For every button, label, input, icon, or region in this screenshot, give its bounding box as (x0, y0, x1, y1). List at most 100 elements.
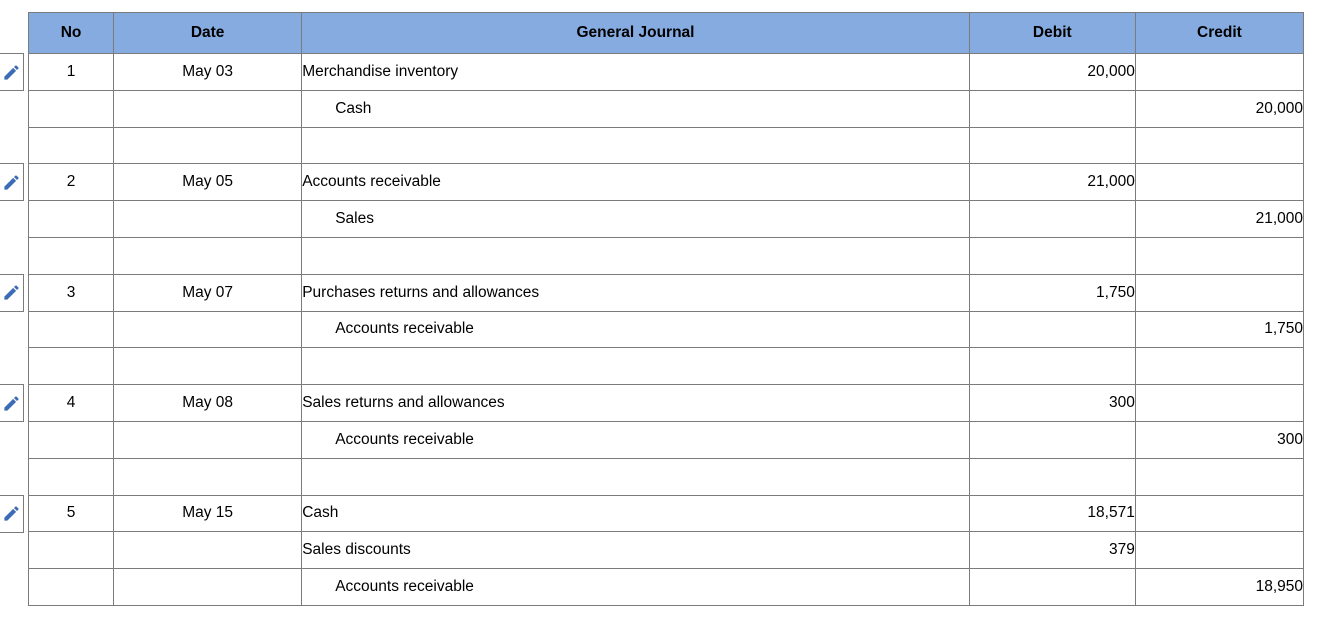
date-cell: May 07 (113, 273, 303, 312)
credit-cell: 21,000 (1134, 200, 1305, 238)
no-cell (27, 200, 115, 238)
no-cell (27, 568, 115, 606)
journal-row: 3 May 07 Purchases returns and allowance… (27, 273, 1305, 312)
debit-cell (968, 457, 1136, 496)
spacer-row (27, 347, 1305, 386)
credit-cell (1134, 457, 1305, 496)
debit-cell: 20,000 (968, 53, 1136, 91)
credit-cell: 20,000 (1134, 89, 1305, 128)
credit-cell (1134, 126, 1305, 165)
account-cell: Sales discounts (301, 531, 970, 570)
date-cell (113, 236, 303, 275)
debit-cell: 1,750 (968, 273, 1136, 312)
journal-row: Cash 20,000 (27, 89, 1305, 128)
date-cell (113, 310, 303, 349)
date-cell (113, 200, 303, 238)
no-cell: 2 (27, 163, 115, 202)
credit-cell (1134, 347, 1305, 386)
no-cell (27, 457, 115, 496)
edit-entry-3-button[interactable] (0, 273, 24, 312)
date-cell: May 03 (113, 53, 303, 91)
column-header-debit: Debit (968, 12, 1136, 54)
header-row: No Date General Journal Debit Credit (27, 12, 1305, 54)
journal-row: 1 May 03 Merchandise inventory 20,000 (27, 53, 1305, 91)
account-cell: Cash (301, 494, 970, 533)
date-cell: May 15 (113, 494, 303, 533)
no-cell (27, 310, 115, 349)
no-cell: 1 (27, 53, 115, 91)
column-header-date: Date (113, 12, 303, 54)
column-header-journal: General Journal (301, 12, 970, 54)
account-cell: Merchandise inventory (301, 53, 970, 91)
edit-entry-4-button[interactable] (0, 384, 24, 423)
column-header-credit: Credit (1134, 12, 1305, 54)
account-cell (301, 457, 970, 496)
credit-cell: 300 (1134, 420, 1305, 459)
account-cell: Accounts receivable (301, 420, 970, 459)
no-cell (27, 347, 115, 386)
account-cell: Accounts receivable (301, 568, 970, 606)
pencil-icon (4, 396, 19, 411)
pencil-icon (4, 175, 19, 190)
account-cell (301, 126, 970, 165)
no-cell (27, 531, 115, 570)
journal-row: 5 May 15 Cash 18,571 (27, 494, 1305, 533)
no-cell: 3 (27, 273, 115, 312)
journal-row: 4 May 08 Sales returns and allowances 30… (27, 384, 1305, 422)
debit-cell (968, 200, 1136, 238)
general-journal-table: No Date General Journal Debit Credit 1 M… (27, 12, 1305, 606)
date-cell (113, 457, 303, 496)
journal-row: Sales discounts 379 (27, 531, 1305, 570)
journal-row: Accounts receivable 1,750 (27, 310, 1305, 349)
pencil-icon (4, 506, 19, 521)
date-cell (113, 347, 303, 386)
credit-cell: 18,950 (1134, 568, 1305, 606)
journal-row: Accounts receivable 300 (27, 420, 1305, 459)
debit-cell (968, 347, 1136, 386)
account-cell (301, 347, 970, 386)
account-cell: Purchases returns and allowances (301, 273, 970, 312)
debit-cell (968, 89, 1136, 128)
edit-entry-1-button[interactable] (0, 53, 24, 91)
account-cell: Sales returns and allowances (301, 384, 970, 422)
date-cell: May 08 (113, 384, 303, 422)
credit-cell (1134, 531, 1305, 570)
journal-row: Sales 21,000 (27, 200, 1305, 238)
no-cell (27, 126, 115, 165)
edit-entry-5-button[interactable] (0, 494, 24, 533)
account-cell: Accounts receivable (301, 310, 970, 349)
account-cell: Cash (301, 89, 970, 128)
spacer-row (27, 126, 1305, 165)
journal-row: 2 May 05 Accounts receivable 21,000 (27, 163, 1305, 202)
column-header-no: No (27, 12, 115, 54)
journal-row: Accounts receivable 18,950 (27, 568, 1305, 606)
debit-cell (968, 568, 1136, 606)
spacer-row (27, 457, 1305, 496)
debit-cell (968, 126, 1136, 165)
debit-cell (968, 420, 1136, 459)
no-cell (27, 236, 115, 275)
date-cell (113, 420, 303, 459)
credit-cell (1134, 163, 1305, 202)
pencil-icon (4, 285, 19, 300)
debit-cell: 379 (968, 531, 1136, 570)
edit-entry-2-button[interactable] (0, 163, 24, 202)
credit-cell (1134, 494, 1305, 533)
no-cell: 5 (27, 494, 115, 533)
debit-cell: 300 (968, 384, 1136, 422)
debit-cell (968, 236, 1136, 275)
date-cell (113, 531, 303, 570)
no-cell (27, 89, 115, 128)
date-cell (113, 89, 303, 128)
debit-cell: 21,000 (968, 163, 1136, 202)
credit-cell (1134, 53, 1305, 91)
pencil-icon (4, 64, 19, 80)
date-cell (113, 126, 303, 165)
date-cell: May 05 (113, 163, 303, 202)
spacer-row (27, 236, 1305, 275)
credit-cell (1134, 236, 1305, 275)
no-cell: 4 (27, 384, 115, 422)
credit-cell: 1,750 (1134, 310, 1305, 349)
date-cell (113, 568, 303, 606)
credit-cell (1134, 384, 1305, 422)
